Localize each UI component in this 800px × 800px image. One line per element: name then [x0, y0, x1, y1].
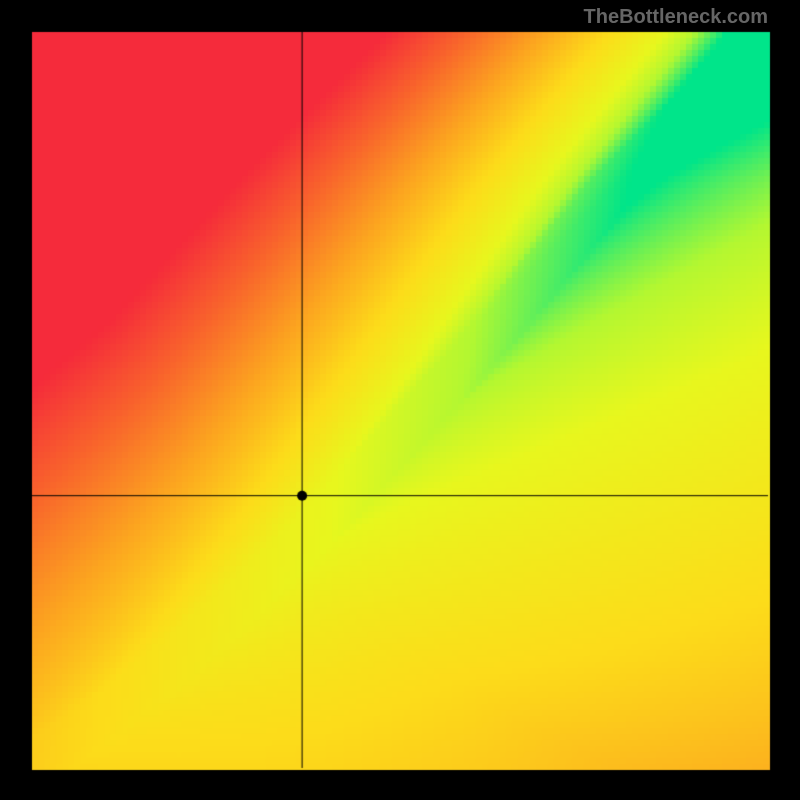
- watermark-text: TheBottleneck.com: [584, 6, 768, 29]
- bottleneck-heatmap-canvas: [0, 0, 800, 800]
